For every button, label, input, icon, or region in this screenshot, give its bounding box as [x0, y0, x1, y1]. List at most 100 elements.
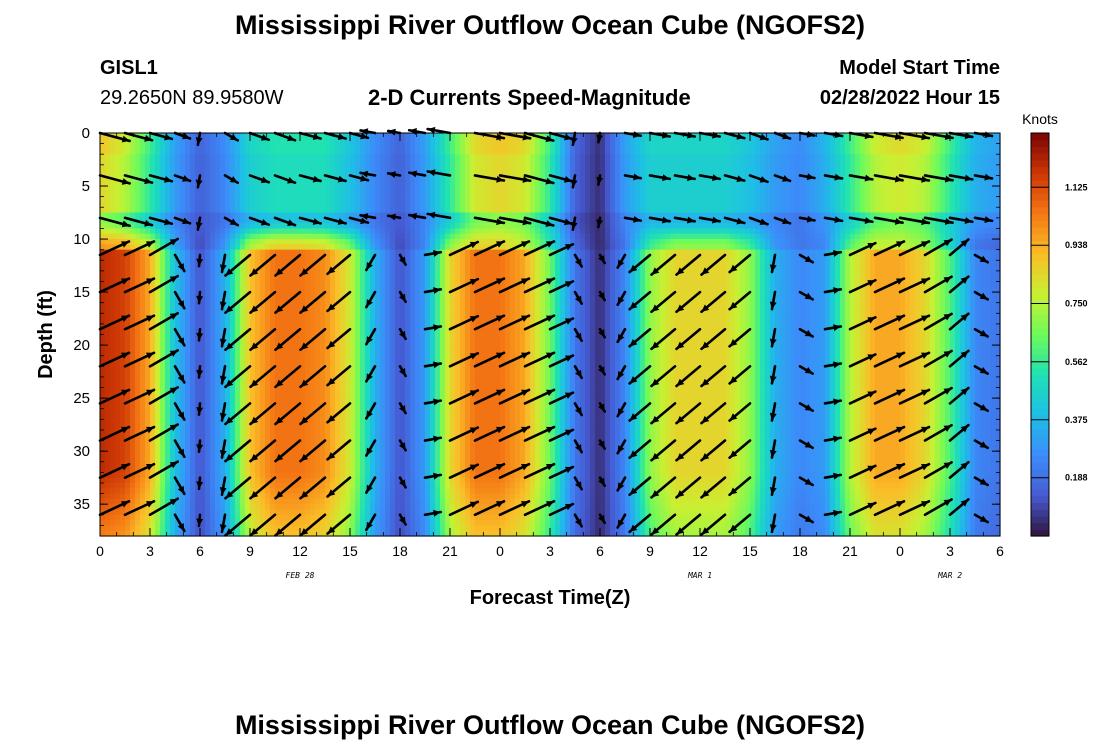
heatmap-cell — [235, 307, 241, 314]
heatmap-cell — [265, 403, 271, 410]
heatmap-cell — [315, 329, 321, 336]
heatmap-cell — [195, 286, 201, 293]
heatmap-cell — [190, 403, 196, 410]
heatmap-cell — [350, 143, 356, 150]
heatmap-cell — [210, 228, 216, 235]
heatmap-cell — [170, 133, 176, 139]
heatmap-cell — [350, 233, 356, 240]
heatmap-cell — [235, 217, 241, 224]
heatmap-cell — [300, 488, 306, 495]
heatmap-cell — [195, 143, 201, 150]
heatmap-cell — [230, 228, 236, 235]
heatmap-cell — [100, 212, 106, 219]
heatmap-cell — [160, 159, 166, 166]
heatmap-cell — [335, 186, 341, 192]
heatmap-cell — [305, 520, 311, 526]
heatmap-cell — [190, 451, 196, 458]
heatmap-cell — [160, 276, 166, 283]
heatmap-cell — [355, 445, 361, 452]
heatmap-cell — [320, 164, 326, 171]
heatmap-cell — [350, 345, 356, 352]
heatmap-cell — [400, 339, 406, 346]
heatmap-cell — [185, 297, 191, 304]
heatmap-cell — [390, 164, 396, 171]
heatmap-cell — [205, 403, 211, 410]
heatmap-cell — [290, 509, 296, 516]
heatmap-cell — [160, 138, 166, 145]
heatmap-cell — [150, 520, 156, 526]
heatmap-cell — [190, 398, 196, 405]
heatmap-cell — [395, 318, 401, 325]
heatmap-cell — [225, 361, 231, 367]
heatmap-cell — [185, 180, 191, 187]
heatmap-cell — [365, 350, 371, 357]
heatmap-cell — [290, 281, 296, 288]
heatmap-cell — [280, 270, 286, 277]
heatmap-cell — [340, 398, 346, 405]
heatmap-cell — [330, 477, 336, 484]
heatmap-cell — [315, 525, 321, 532]
heatmap-cell — [360, 148, 366, 155]
heatmap-cell — [115, 514, 121, 521]
heatmap-cell — [160, 525, 166, 532]
heatmap-cell — [405, 281, 411, 288]
heatmap-cell — [320, 355, 326, 362]
heatmap-cell — [170, 339, 176, 346]
heatmap-cell — [370, 207, 376, 214]
heatmap-cell — [350, 451, 356, 458]
heatmap-cell — [260, 170, 266, 177]
heatmap-cell — [420, 292, 426, 298]
heatmap-cell — [150, 281, 156, 288]
heatmap-cell — [285, 302, 291, 309]
heatmap-cell — [125, 260, 131, 267]
heatmap-cell — [190, 440, 196, 447]
heatmap-cell — [200, 191, 206, 198]
heatmap-cell — [105, 366, 111, 373]
heatmap-cell — [250, 440, 256, 447]
heatmap-cell — [250, 302, 256, 309]
heatmap-cell — [420, 382, 426, 389]
heatmap-cell — [210, 376, 216, 383]
heatmap-cell — [275, 323, 281, 330]
heatmap-cell — [235, 355, 241, 362]
heatmap-cell — [155, 509, 161, 516]
heatmap-cell — [310, 180, 316, 187]
heatmap-cell — [320, 223, 326, 230]
heatmap-cell — [220, 170, 226, 177]
heatmap-cell — [115, 366, 121, 373]
heatmap-cell — [145, 504, 151, 511]
heatmap-cell — [285, 419, 291, 426]
heatmap-cell — [125, 482, 131, 489]
heatmap-cell — [390, 472, 396, 479]
heatmap-cell — [100, 366, 106, 373]
heatmap-cell — [385, 414, 391, 420]
heatmap-cell — [370, 318, 376, 325]
heatmap-cell — [390, 456, 396, 463]
heatmap-cell — [180, 180, 186, 187]
heatmap-cell — [155, 392, 161, 399]
heatmap-cell — [240, 504, 246, 511]
heatmap-cell — [210, 345, 216, 352]
heatmap-cell — [390, 408, 396, 415]
heatmap-cell — [385, 265, 391, 272]
heatmap-cell — [230, 419, 236, 426]
heatmap-cell — [195, 186, 201, 192]
heatmap-cell — [225, 239, 231, 245]
heatmap-cell — [230, 191, 236, 198]
heatmap-cell — [170, 472, 176, 479]
heatmap-cell — [135, 292, 141, 298]
heatmap-cell — [300, 424, 306, 431]
heatmap-cell — [130, 329, 136, 336]
heatmap-cell — [245, 419, 251, 426]
heatmap-cell — [250, 175, 256, 182]
heatmap-cell — [105, 424, 111, 431]
heatmap-cell — [260, 355, 266, 362]
heatmap-cell — [235, 201, 241, 208]
heatmap-cell — [225, 292, 231, 298]
heatmap-cell — [355, 424, 361, 431]
heatmap-cell — [310, 212, 316, 219]
heatmap-cell — [120, 302, 126, 309]
heatmap-cell — [230, 371, 236, 378]
heatmap-cell — [250, 159, 256, 166]
heatmap-cell — [235, 159, 241, 166]
